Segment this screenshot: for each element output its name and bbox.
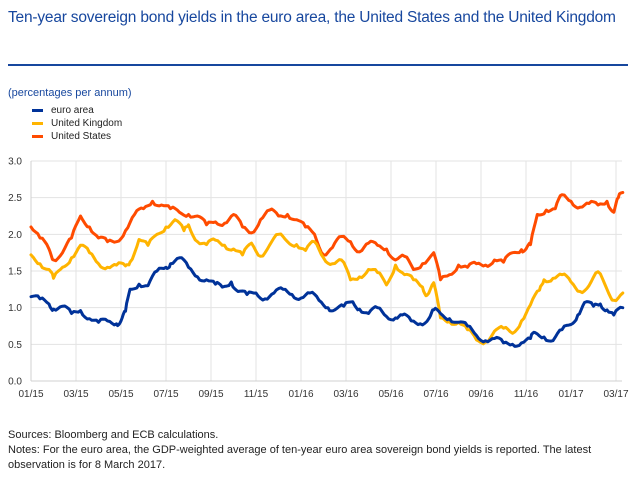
x-tick-label: 03/17 bbox=[603, 389, 628, 400]
x-tick-label: 09/16 bbox=[468, 389, 493, 400]
y-tick-label: 0.0 bbox=[8, 377, 22, 388]
notes-text: Notes: For the euro area, the GDP-weight… bbox=[8, 444, 592, 471]
x-tick-label: 03/15 bbox=[63, 389, 88, 400]
y-tick-label: 1.0 bbox=[8, 303, 22, 314]
x-tick-label: 01/17 bbox=[558, 389, 583, 400]
legend-item-united-kingdom: United Kingdom bbox=[32, 117, 122, 130]
legend-label-united-kingdom: United Kingdom bbox=[51, 118, 123, 129]
series-line-united-kingdom bbox=[29, 218, 625, 346]
legend-item-euro-area: euro area bbox=[32, 104, 122, 117]
x-tick-label: 09/15 bbox=[198, 389, 223, 400]
x-axis-ticks: 01/15 03/15 05/15 07/15 09/15 11/15 01/16 03/16… bbox=[18, 389, 628, 400]
grid bbox=[30, 160, 622, 382]
sources-note: Sources: Bloomberg and ECB calculations. bbox=[8, 429, 219, 441]
x-tick-label: 07/16 bbox=[423, 389, 448, 400]
legend-label-united-states: United States bbox=[51, 131, 112, 142]
x-tick-label: 07/15 bbox=[153, 389, 178, 400]
legend-swatch-united-states bbox=[32, 135, 43, 138]
legend-swatch-euro-area bbox=[32, 109, 43, 112]
x-tick-label: 01/15 bbox=[18, 389, 43, 400]
y-tick-label: 2.5 bbox=[8, 193, 22, 204]
legend-swatch-united-kingdom bbox=[32, 122, 43, 125]
units-label: (percentages per annum) bbox=[8, 87, 132, 99]
x-tick-label: 11/16 bbox=[514, 389, 539, 400]
x-tick-label: 03/16 bbox=[333, 389, 358, 400]
y-tick-label: 3.0 bbox=[8, 157, 22, 168]
y-tick-label: 1.5 bbox=[8, 267, 22, 278]
series-line-united-states bbox=[29, 191, 625, 282]
y-tick-label: 0.5 bbox=[8, 340, 22, 351]
y-axis-ticks: 0.0 0.5 1.0 1.5 2.0 2.5 3.0 bbox=[8, 157, 22, 388]
title-divider bbox=[8, 64, 628, 66]
series-lines bbox=[29, 191, 625, 348]
x-tick-label: 01/16 bbox=[288, 389, 313, 400]
legend-label-euro-area: euro area bbox=[51, 105, 94, 116]
line-chart: 0.0 0.5 1.0 1.5 2.0 2.5 3.0 01/15 03/15 05/15 07/… bbox=[8, 157, 629, 401]
x-tick-label: 11/15 bbox=[244, 389, 269, 400]
x-tick-label: 05/16 bbox=[378, 389, 403, 400]
chart-title: Ten-year sovereign bond yields in the eu… bbox=[8, 9, 616, 26]
legend-item-united-states: United States bbox=[32, 130, 122, 143]
footer: Sources: Bloomberg and ECB calculations.… bbox=[8, 428, 633, 473]
x-tick-label: 05/15 bbox=[108, 389, 133, 400]
legend: euro area United Kingdom United States bbox=[32, 104, 122, 143]
y-tick-label: 2.0 bbox=[8, 230, 22, 241]
series-line-euro-area bbox=[29, 256, 625, 348]
